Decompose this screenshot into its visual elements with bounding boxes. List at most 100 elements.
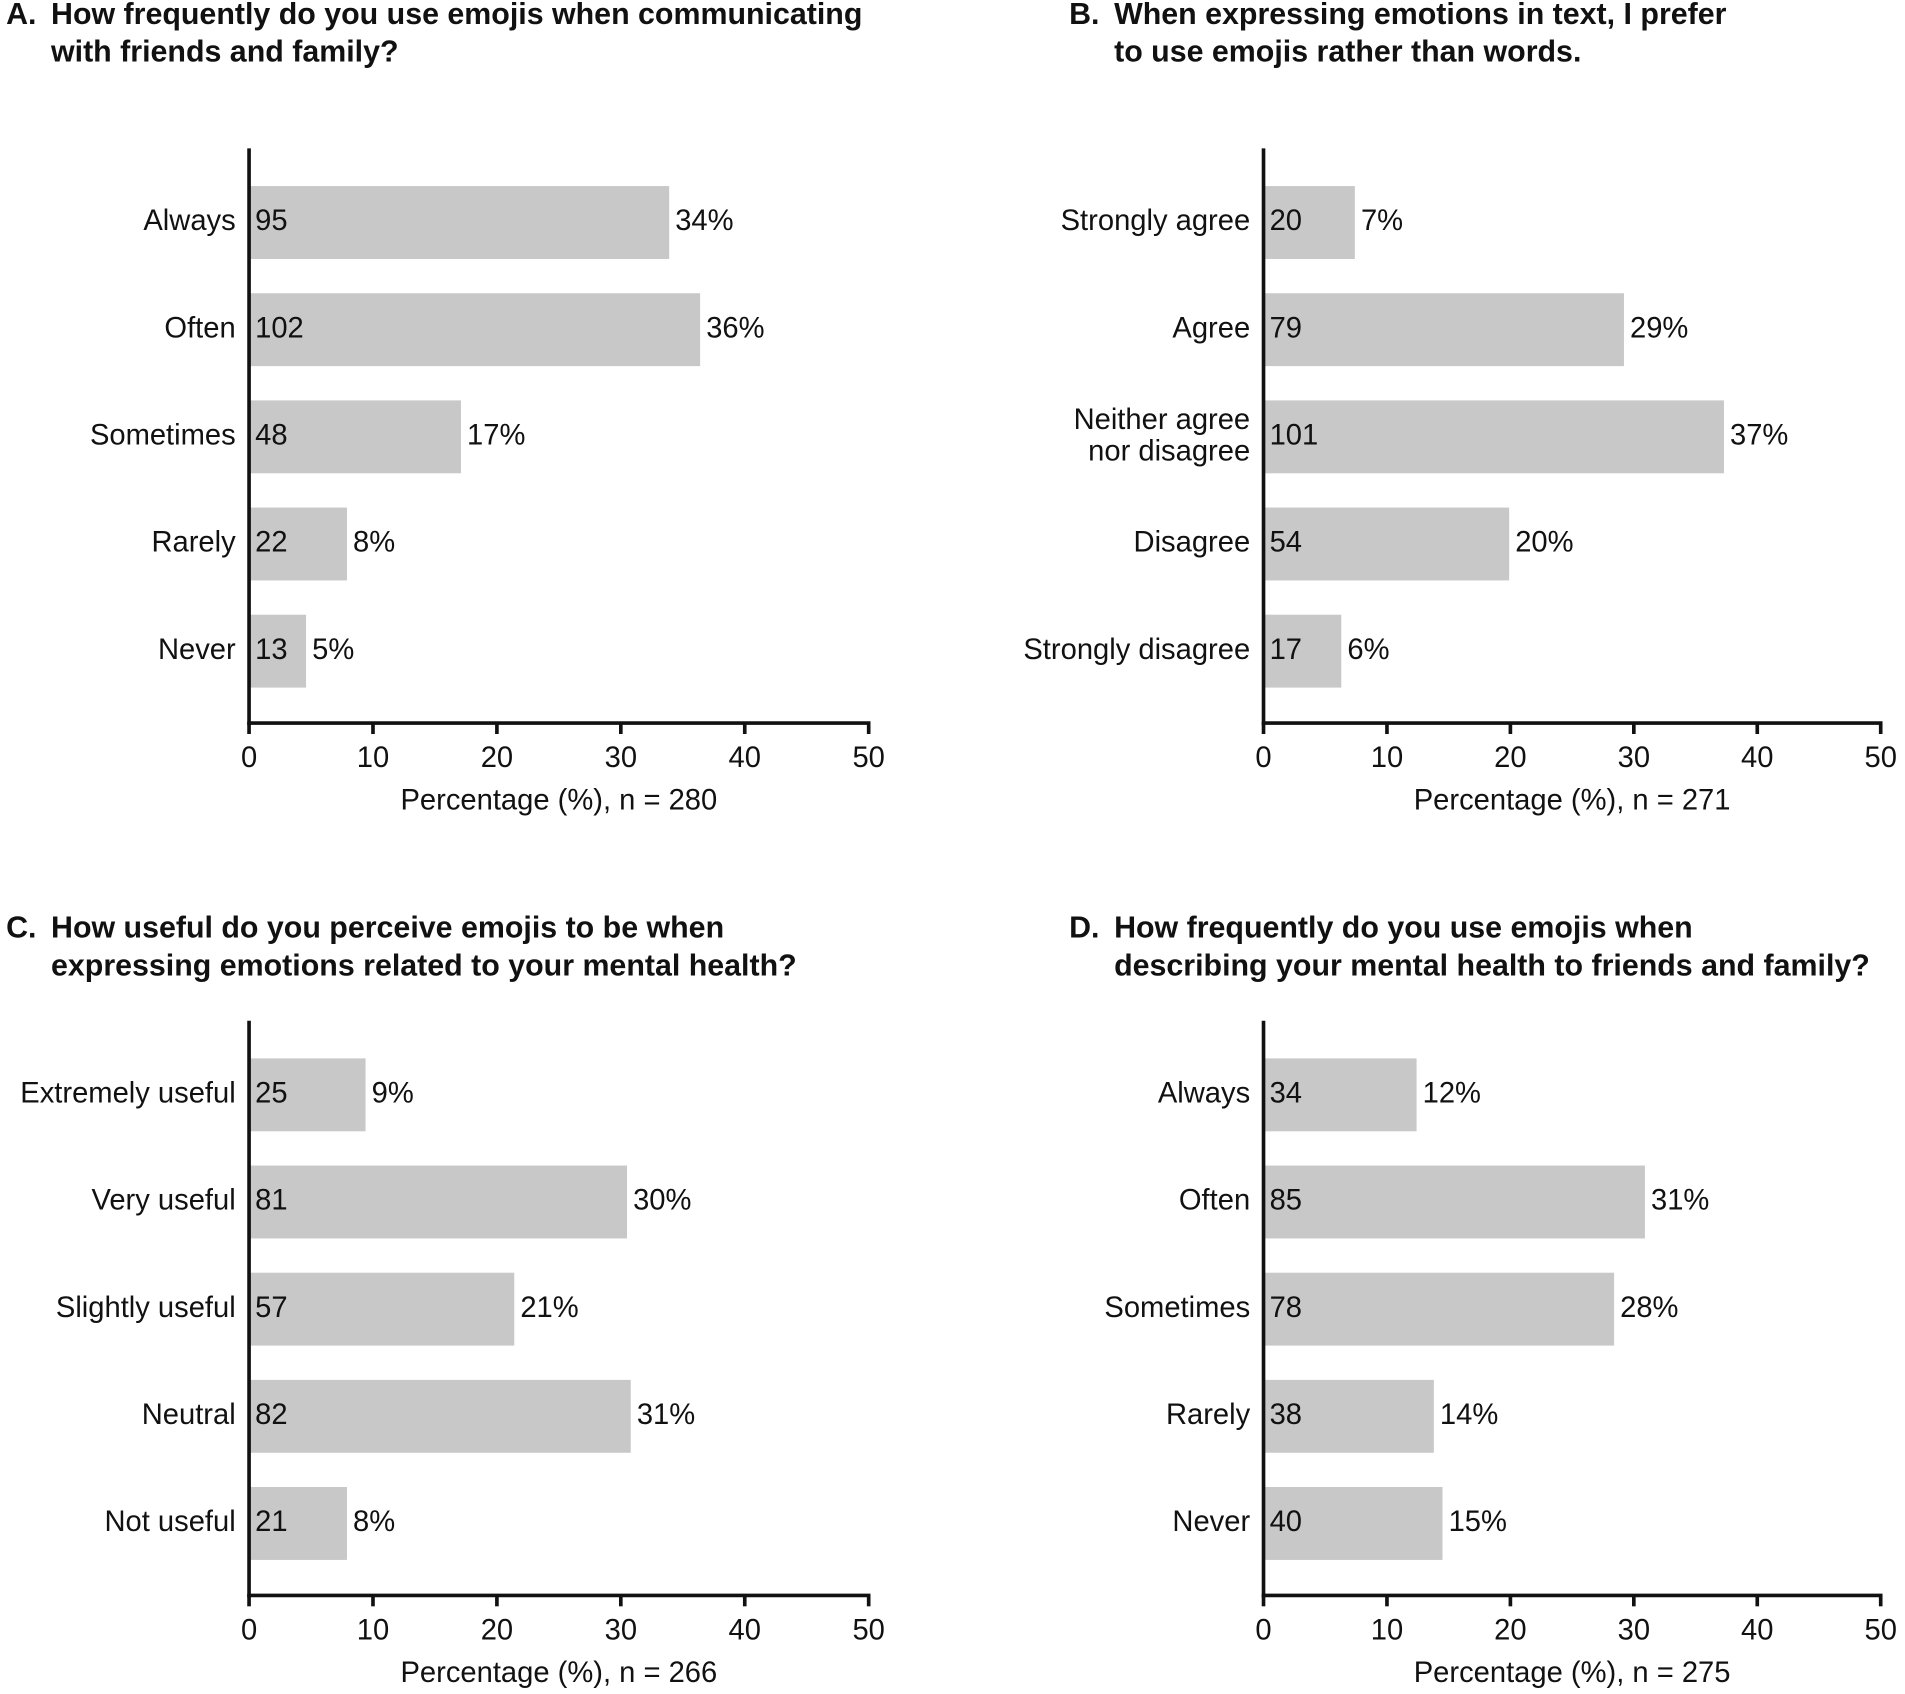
x-tick-label: 30	[605, 742, 637, 774]
x-axis-label: Percentage (%), n = 280	[401, 785, 718, 817]
value-label: 12%	[1423, 1078, 1481, 1110]
count-label: 57	[255, 1292, 287, 1324]
category-label: Sometimes	[90, 420, 236, 452]
count-label: 81	[255, 1185, 287, 1217]
count-label: 40	[1270, 1506, 1302, 1538]
x-tick-label: 50	[1864, 742, 1896, 774]
count-label: 21	[255, 1506, 287, 1538]
value-label: 21%	[520, 1292, 578, 1324]
value-label: 36%	[706, 312, 764, 344]
count-label: 25	[255, 1078, 287, 1110]
category-label: Strongly disagree	[1023, 634, 1250, 666]
value-label: 37%	[1730, 420, 1788, 452]
chart-title: When expressing emotions in text, I pref…	[1114, 0, 1727, 31]
category-label: Sometimes	[1104, 1292, 1250, 1324]
category-label: Slightly useful	[56, 1292, 236, 1324]
count-label: 48	[255, 420, 287, 452]
bar	[1263, 293, 1624, 367]
value-label: 30%	[633, 1185, 691, 1217]
value-label: 6%	[1347, 634, 1389, 666]
x-tick-label: 20	[1494, 1615, 1526, 1647]
value-label: 20%	[1515, 527, 1573, 559]
x-tick-label: 50	[1864, 1615, 1896, 1647]
count-label: 78	[1270, 1292, 1302, 1324]
count-label: 85	[1270, 1185, 1302, 1217]
panel-label: C.	[6, 912, 36, 945]
x-tick-label: 40	[1741, 742, 1773, 774]
panel-label: D.	[1069, 912, 1099, 945]
category-label: Never	[1172, 1506, 1250, 1538]
bar	[249, 400, 461, 474]
category-label: Very useful	[92, 1185, 236, 1217]
count-label: 101	[1270, 420, 1319, 452]
bar	[249, 293, 701, 367]
bar	[249, 1058, 366, 1132]
category-label: Disagree	[1134, 527, 1251, 559]
category-label: Neither agree nor disagree	[1074, 404, 1251, 468]
category-label: Extremely useful	[20, 1078, 235, 1110]
x-tick-label: 0	[1255, 1615, 1271, 1647]
count-label: 20	[1270, 205, 1302, 237]
category-label: Often	[1179, 1185, 1250, 1217]
x-tick-label: 0	[241, 1615, 257, 1647]
bar	[1263, 186, 1355, 259]
chart-title: describing your mental health to friends…	[1114, 949, 1870, 982]
category-label: Always	[1158, 1078, 1250, 1110]
bar	[1263, 1379, 1434, 1453]
bar	[1263, 1487, 1443, 1560]
x-tick-label: 10	[1371, 1615, 1403, 1647]
category-label: Always	[143, 205, 235, 237]
count-label: 79	[1270, 312, 1302, 344]
bar	[1263, 507, 1510, 581]
x-axis-label: Percentage (%), n = 275	[1414, 1657, 1731, 1689]
category-label: Neutral	[142, 1399, 236, 1431]
bar	[249, 1165, 628, 1239]
x-axis-label: Percentage (%), n = 266	[401, 1657, 718, 1689]
x-tick-label: 20	[481, 742, 513, 774]
x-tick-label: 30	[1618, 1615, 1650, 1647]
category-label: Often	[164, 312, 235, 344]
category-label: Not useful	[104, 1506, 235, 1538]
x-tick-label: 40	[729, 1615, 761, 1647]
chart-title: How frequently do you use emojis when	[1114, 912, 1693, 945]
value-label: 14%	[1440, 1399, 1498, 1431]
count-label: 95	[255, 205, 287, 237]
x-tick-label: 30	[605, 1615, 637, 1647]
chart-title: How useful do you perceive emojis to be …	[51, 912, 724, 945]
category-label: Rarely	[1166, 1399, 1251, 1431]
count-label: 82	[255, 1399, 287, 1431]
count-label: 102	[255, 312, 304, 344]
panel-label: A.	[6, 0, 36, 31]
count-label: 54	[1270, 527, 1302, 559]
chart-title: to use emojis rather than words.	[1114, 36, 1581, 69]
bar	[249, 1379, 631, 1453]
value-label: 7%	[1361, 205, 1403, 237]
value-label: 8%	[353, 1506, 395, 1538]
x-tick-label: 10	[1371, 742, 1403, 774]
bar	[1263, 1058, 1417, 1132]
chart-title: How frequently do you use emojis when co…	[51, 0, 862, 31]
category-label: Rarely	[151, 527, 236, 559]
bar	[249, 186, 670, 259]
x-axis-label: Percentage (%), n = 271	[1414, 785, 1731, 817]
value-label: 9%	[372, 1078, 414, 1110]
count-label: 17	[1270, 634, 1302, 666]
x-tick-label: 20	[481, 1615, 513, 1647]
x-tick-label: 10	[357, 1615, 389, 1647]
value-label: 29%	[1630, 312, 1688, 344]
value-label: 17%	[467, 420, 525, 452]
count-label: 22	[255, 527, 287, 559]
value-label: 15%	[1449, 1506, 1507, 1538]
value-label: 8%	[353, 527, 395, 559]
value-label: 31%	[637, 1399, 695, 1431]
x-tick-label: 20	[1494, 742, 1526, 774]
value-label: 28%	[1620, 1292, 1678, 1324]
bar	[1263, 400, 1724, 474]
x-tick-label: 10	[357, 742, 389, 774]
x-tick-label: 40	[729, 742, 761, 774]
x-tick-label: 40	[1741, 1615, 1773, 1647]
panel-label: B.	[1069, 0, 1099, 31]
count-label: 13	[255, 634, 287, 666]
bar	[249, 1272, 515, 1346]
